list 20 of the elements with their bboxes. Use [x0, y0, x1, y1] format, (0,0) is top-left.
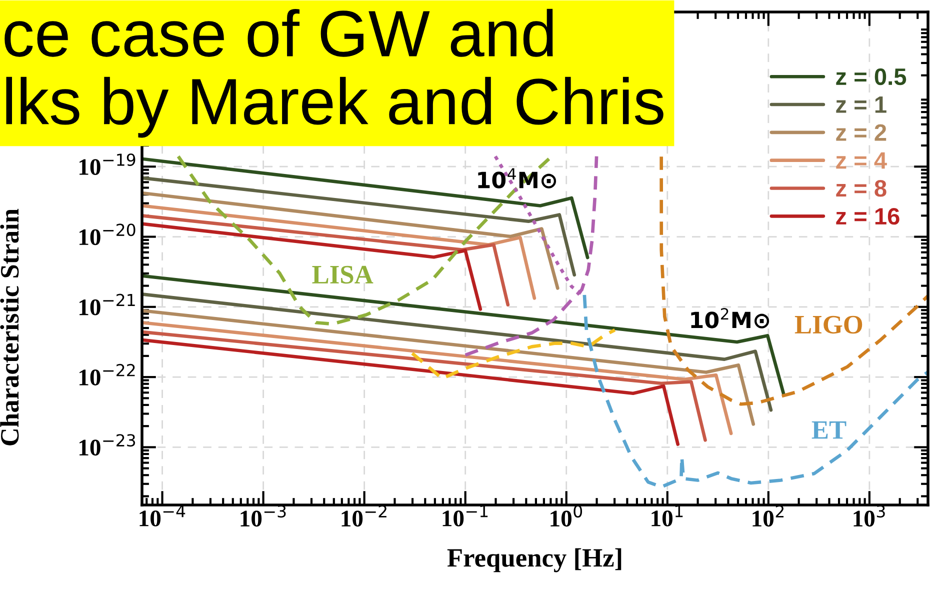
- annotation: 10$^{4}$M⊙: [478, 168, 556, 188]
- text: z = 16: [836, 208, 900, 225]
- y-tick-label: 10$^{−19}$: [80, 153, 136, 176]
- y-tick-label: 10$^{−23}$: [80, 434, 136, 456]
- text: z = 8: [836, 180, 886, 197]
- text: z = 0.5: [836, 68, 906, 86]
- text: z = 4: [836, 152, 887, 169]
- y-tick-label: 10$^{−21}$: [80, 294, 135, 316]
- x-axis-title: Frequency [Hz]: [447, 548, 622, 572]
- annotation: ce case of GW and lks by Marek and Chris: [4, 8, 664, 138]
- series-label: LISA: [312, 266, 374, 284]
- y-tick-label: 10$^{−20}$: [80, 224, 136, 246]
- text: z = 2: [836, 124, 886, 141]
- annotation: 10$^{2}$M⊙: [691, 308, 770, 328]
- x-tick-label: 10$^{−4}$: [140, 505, 186, 526]
- text: z = 1: [836, 96, 886, 113]
- series-label: LIGO: [794, 316, 862, 334]
- y-axis-title: Characteristic Strain: [0, 208, 19, 446]
- y-tick-label: 10$^{−22}$: [80, 364, 135, 386]
- series-label: ET: [812, 421, 846, 439]
